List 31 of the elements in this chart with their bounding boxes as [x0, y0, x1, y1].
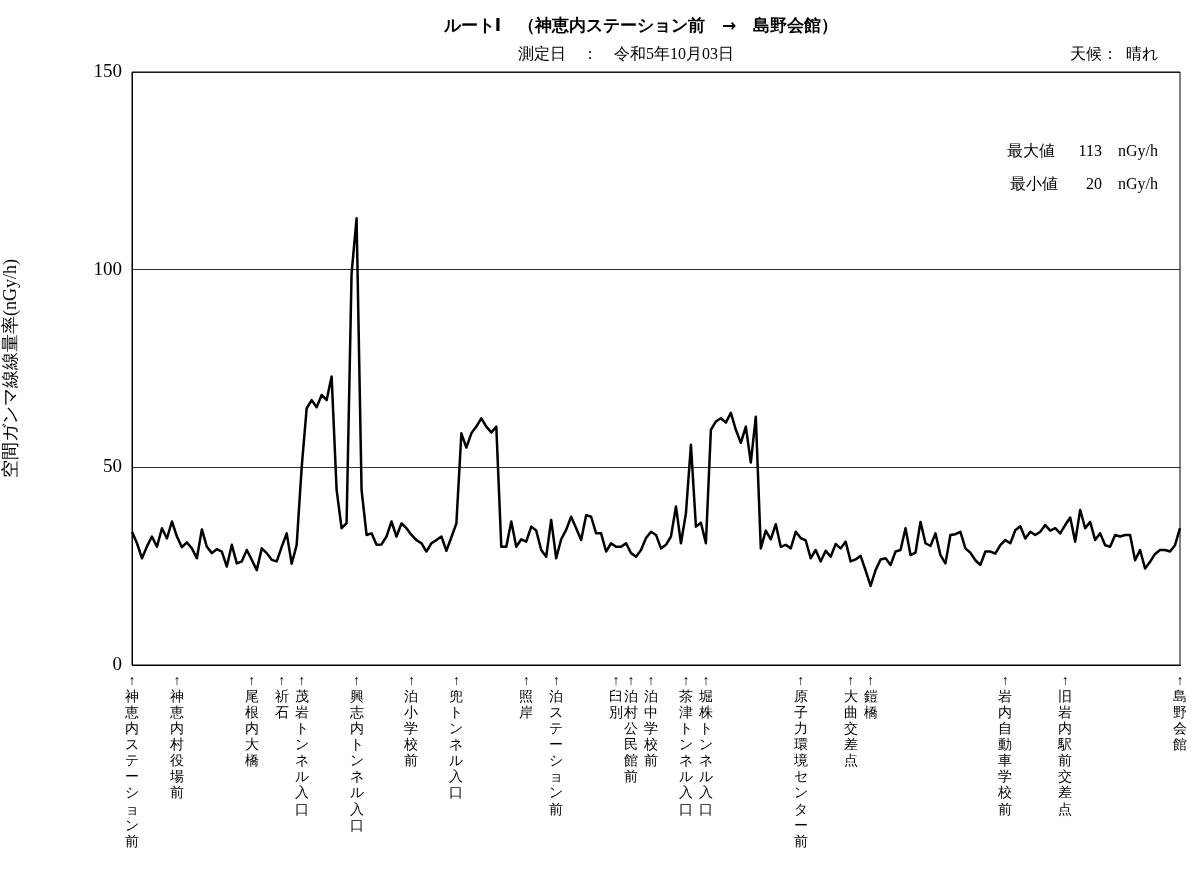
- category-label: ↑茶津トンネル入口: [678, 672, 693, 817]
- x-tick-label: ↑祈石: [274, 672, 289, 720]
- category-label: ↑原子力環境センター前: [793, 672, 808, 849]
- chart-subtitle: 測定日 ： 令和5年10月03日: [518, 45, 734, 63]
- x-tick-label: ↑泊中学校前: [643, 672, 659, 769]
- y-tick-label: 100: [93, 257, 122, 279]
- y-tick-label: 0: [112, 652, 122, 674]
- x-tick-label: ↑臼別: [609, 672, 624, 720]
- category-label: ↑岩内自動車学校前: [998, 672, 1013, 817]
- x-tick-label: ↑泊村公民館前: [623, 672, 639, 785]
- annotation: 最小値 20 nGy/h: [1010, 175, 1158, 194]
- category-label: ↑旧岩内駅前交差点: [1058, 672, 1073, 817]
- text: 天候： 晴れ: [1070, 45, 1158, 63]
- x-tick-label: ↑鎧橋: [863, 672, 878, 720]
- category-label: ↑興志内トンネル入口: [349, 672, 364, 833]
- x-tick-label: ↑兜トンネル入口: [449, 672, 464, 801]
- x-tick-label: ↑島野会館: [1173, 672, 1187, 753]
- y-axis-title: 空間ガンマ線線量率(nGy/h): [0, 259, 21, 478]
- annotation: 最大値 113 nGy/h: [1006, 142, 1158, 161]
- category-label: ↑泊ステーション前: [549, 672, 564, 817]
- x-tick-label: ↑泊小学校前: [403, 672, 419, 769]
- x-tick-label: ↑大曲交差点: [843, 672, 858, 769]
- chart-title: ルートⅠ （神恵内ステーション前 → 島野会館）: [442, 15, 839, 36]
- y-tick-label: 150: [93, 59, 122, 81]
- x-tick-label: ↑尾根内大橋: [244, 672, 259, 769]
- category-label: ↑神恵内ステーション前: [125, 672, 139, 849]
- category-label: ↑茂岩トンネル入口: [294, 672, 309, 817]
- x-tick-label: ↑照岸: [519, 672, 534, 720]
- category-label: ↑堀株トンネル入口: [698, 672, 713, 817]
- y-tick-label: 50: [103, 455, 122, 477]
- x-tick-label: ↑神恵内村役場前: [168, 672, 184, 801]
